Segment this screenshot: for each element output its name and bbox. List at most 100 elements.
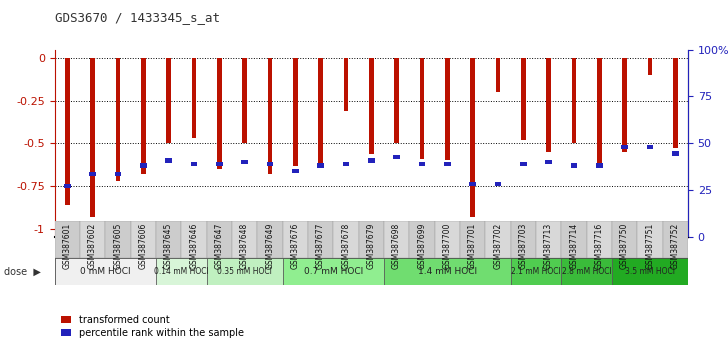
Bar [648,58,652,75]
Text: GSM387700: GSM387700 [443,222,452,269]
Bar [282,258,384,285]
Bar [55,221,80,258]
Bar [359,221,384,258]
Text: 0.7 mM HOCl: 0.7 mM HOCl [304,267,363,276]
Bar [419,162,425,166]
Text: GSM387714: GSM387714 [569,222,579,269]
Bar [191,58,197,138]
Text: GSM387649: GSM387649 [266,222,274,269]
Bar [368,158,375,162]
Bar [293,58,298,166]
Text: dose  ▶: dose ▶ [4,267,41,277]
Bar [621,145,628,149]
Bar [521,58,526,140]
Text: 2.1 mM HOCl: 2.1 mM HOCl [511,267,561,276]
Text: GSM387646: GSM387646 [189,222,199,269]
Bar [207,258,282,285]
Text: GSM387647: GSM387647 [215,222,223,269]
Text: GSM387678: GSM387678 [341,222,350,269]
Bar [470,182,476,187]
Text: GSM387601: GSM387601 [63,222,72,269]
Bar [622,58,627,152]
Bar [494,182,502,187]
Bar [114,172,122,176]
Bar [409,221,435,258]
Bar [612,258,688,285]
Bar [232,221,257,258]
Bar [395,58,399,143]
Text: 2.8 mM HOCl: 2.8 mM HOCl [562,267,612,276]
Legend: transformed count, percentile rank within the sample: transformed count, percentile rank withi… [60,313,246,339]
Bar [55,258,156,285]
Text: GSM387699: GSM387699 [417,222,427,269]
Bar [207,221,232,258]
Bar [141,58,146,174]
Bar [106,221,130,258]
Bar [156,221,181,258]
Bar [384,221,409,258]
Bar [217,58,221,169]
Text: GSM387605: GSM387605 [114,222,122,269]
Bar [587,221,612,258]
Bar [257,221,282,258]
Bar [181,221,207,258]
Text: GDS3670 / 1433345_s_at: GDS3670 / 1433345_s_at [55,11,220,24]
Bar [242,58,247,143]
Bar [460,221,486,258]
Text: GSM387648: GSM387648 [240,222,249,269]
Bar [90,172,96,176]
Bar [268,58,272,174]
Bar [65,58,70,205]
Bar [445,58,450,160]
Bar [282,221,308,258]
Text: 1.4 mM HOCl: 1.4 mM HOCl [418,267,477,276]
Text: 0.35 mM HOCl: 0.35 mM HOCl [217,267,272,276]
Bar [140,164,146,168]
Bar [317,164,324,168]
Bar [130,221,156,258]
Text: GSM387750: GSM387750 [620,222,629,269]
Text: GSM387602: GSM387602 [88,222,97,269]
Bar [318,58,323,164]
Bar [672,152,678,156]
Text: GSM387752: GSM387752 [670,222,680,269]
Bar [116,58,120,181]
Bar [64,184,71,188]
Bar [393,155,400,159]
Bar [646,145,653,149]
Bar [344,58,348,111]
Text: GSM387701: GSM387701 [468,222,477,269]
Bar [510,258,561,285]
Text: GSM387751: GSM387751 [646,222,654,269]
Bar [419,58,424,159]
Bar [470,58,475,217]
Text: GSM387716: GSM387716 [595,222,604,269]
Bar [80,221,106,258]
Bar [166,58,171,143]
Text: 0.14 mM HOCl: 0.14 mM HOCl [154,267,209,276]
Bar [571,164,577,168]
Bar [165,158,172,162]
Text: GSM387676: GSM387676 [290,222,300,269]
Text: 3.5 mM HOCl: 3.5 mM HOCl [625,267,675,276]
Bar [596,164,603,168]
Text: GSM387698: GSM387698 [392,222,401,269]
Text: GSM387702: GSM387702 [494,222,502,269]
Text: GSM387677: GSM387677 [316,222,325,269]
Bar [435,221,460,258]
Bar [486,221,510,258]
Bar [444,162,451,166]
Bar [546,58,551,152]
Bar [216,162,223,166]
Bar [637,221,662,258]
Bar [510,221,536,258]
Bar [561,258,612,285]
Bar [308,221,333,258]
Bar [520,162,526,166]
Bar [536,221,561,258]
Bar [90,58,95,217]
Bar [266,162,273,166]
Bar [241,160,248,164]
Bar [561,221,587,258]
Bar [343,162,349,166]
